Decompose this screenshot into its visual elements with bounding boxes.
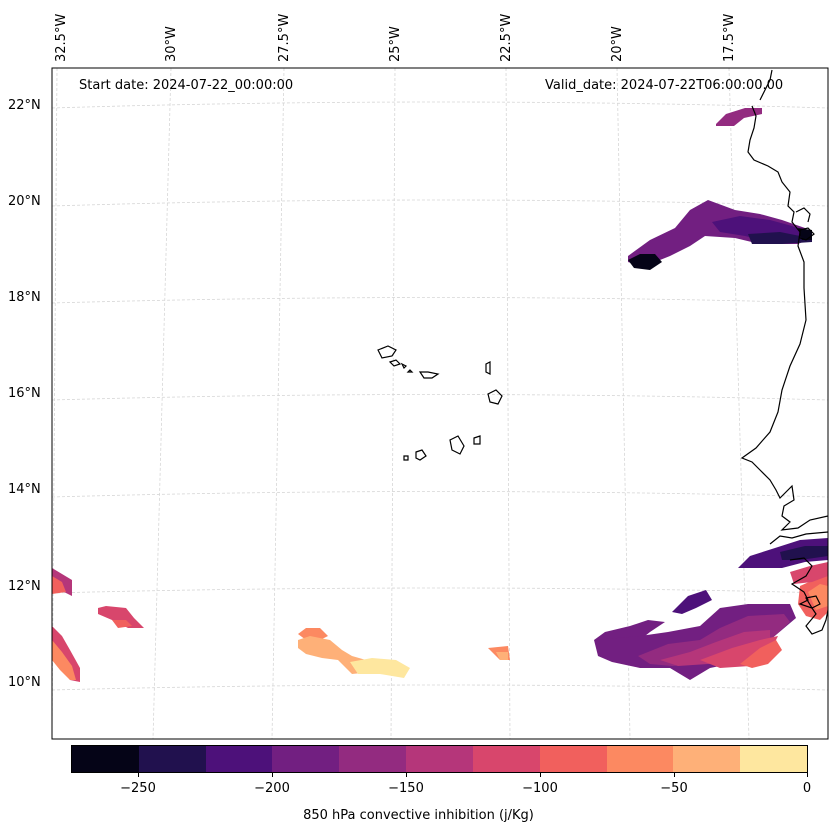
colorbar-segment (472, 746, 540, 772)
colorbar-tickmark (674, 773, 675, 777)
latitude-label: 12°N (8, 579, 41, 594)
colorbar (71, 745, 808, 773)
latitude-label: 18°N (8, 290, 41, 305)
colorbar-segment (673, 746, 741, 772)
cape-verde-islands (377, 345, 503, 461)
coastline-west-africa (740, 69, 828, 635)
colorbar-tickmark (807, 773, 808, 777)
valid-date-label: Valid_date: 2024-07-22T06:00:00.00 (545, 78, 784, 93)
colorbar-segment (205, 746, 273, 772)
colorbar-segment (72, 746, 139, 772)
colorbar-segment (339, 746, 407, 772)
colorbar-segment (539, 746, 607, 772)
latitude-label: 14°N (8, 482, 41, 497)
colorbar-tick-label: −250 (120, 781, 156, 796)
cin-shaded-areas (52, 108, 828, 682)
colorbar-tickmark (138, 773, 139, 777)
graticule (52, 68, 828, 739)
latitude-label: 10°N (8, 675, 41, 690)
colorbar-tickmark (272, 773, 273, 777)
colorbar-tick-label: 0 (802, 781, 812, 796)
latitude-label: 16°N (8, 386, 41, 401)
colorbar-segment (138, 746, 206, 772)
start-date-label: Start date: 2024-07-22_00:00:00 (79, 78, 294, 93)
colorbar-tickmark (540, 773, 541, 777)
colorbar-tick-label: −50 (660, 781, 688, 796)
colorbar-segment (406, 746, 473, 772)
colorbar-tick-label: −150 (388, 781, 424, 796)
latitude-label: 20°N (8, 194, 41, 209)
colorbar-tickmark (406, 773, 407, 777)
colorbar-segment (740, 746, 807, 772)
colorbar-segment (272, 746, 340, 772)
colorbar-tick-label: −100 (522, 781, 558, 796)
colorbar-tick-label: −200 (254, 781, 290, 796)
colorbar-segment (606, 746, 674, 772)
colorbar-label: 850 hPa convective inhibition (j/Kg) (303, 808, 534, 823)
latitude-label: 22°N (8, 98, 41, 113)
